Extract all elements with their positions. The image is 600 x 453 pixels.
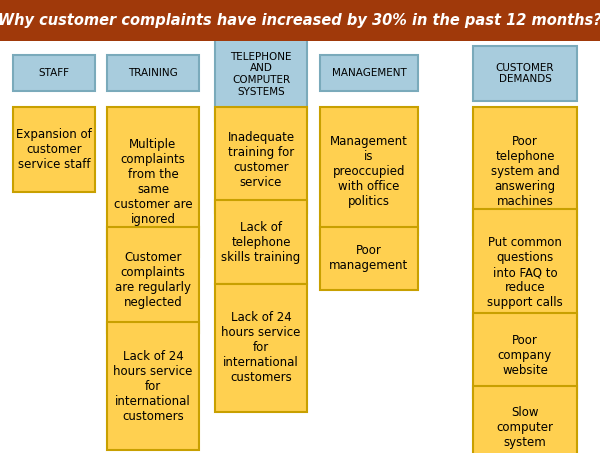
Text: Why customer complaints have increased by 30% in the past 12 months?: Why customer complaints have increased b… — [0, 13, 600, 28]
Text: TRAINING: TRAINING — [128, 68, 178, 78]
Text: STAFF: STAFF — [38, 68, 70, 78]
FancyBboxPatch shape — [107, 322, 199, 450]
Text: TELEPHONE
AND
COMPUTER
SYSTEMS: TELEPHONE AND COMPUTER SYSTEMS — [230, 52, 292, 96]
Text: Poor
company
website: Poor company website — [498, 334, 552, 377]
FancyBboxPatch shape — [320, 227, 418, 290]
Text: Poor
telephone
system and
answering
machines: Poor telephone system and answering mach… — [491, 135, 559, 207]
FancyBboxPatch shape — [107, 55, 199, 91]
Text: Customer
complaints
are regularly
neglected: Customer complaints are regularly neglec… — [115, 251, 191, 309]
FancyBboxPatch shape — [473, 313, 577, 398]
Text: Put common
questions
into FAQ to
reduce
support calls: Put common questions into FAQ to reduce … — [487, 236, 563, 309]
FancyBboxPatch shape — [0, 0, 600, 41]
FancyBboxPatch shape — [215, 284, 307, 412]
Text: Inadequate
training for
customer
service: Inadequate training for customer service — [227, 131, 295, 189]
Text: Poor
management: Poor management — [329, 245, 409, 272]
FancyBboxPatch shape — [473, 46, 577, 101]
FancyBboxPatch shape — [13, 55, 95, 91]
Text: Management
is
preoccupied
with office
politics: Management is preoccupied with office po… — [330, 135, 408, 207]
FancyBboxPatch shape — [473, 107, 577, 235]
FancyBboxPatch shape — [215, 28, 307, 121]
FancyBboxPatch shape — [320, 107, 418, 235]
Text: Expansion of
customer
service staff: Expansion of customer service staff — [16, 128, 92, 171]
Text: Lack of 24
hours service
for
international
customers: Lack of 24 hours service for internation… — [113, 350, 193, 423]
Text: Slow
computer
system: Slow computer system — [497, 406, 554, 449]
FancyBboxPatch shape — [107, 227, 199, 333]
FancyBboxPatch shape — [473, 209, 577, 337]
Text: Multiple
complaints
from the
same
customer are
ignored: Multiple complaints from the same custom… — [113, 138, 193, 226]
Text: CUSTOMER
DEMANDS: CUSTOMER DEMANDS — [496, 63, 554, 84]
FancyBboxPatch shape — [13, 107, 95, 192]
Text: MANAGEMENT: MANAGEMENT — [332, 68, 406, 78]
FancyBboxPatch shape — [320, 55, 418, 91]
Text: Lack of
telephone
skills training: Lack of telephone skills training — [221, 221, 301, 264]
Text: Lack of 24
hours service
for
international
customers: Lack of 24 hours service for internation… — [221, 311, 301, 384]
FancyBboxPatch shape — [215, 107, 307, 213]
FancyBboxPatch shape — [215, 200, 307, 284]
FancyBboxPatch shape — [473, 386, 577, 453]
FancyBboxPatch shape — [107, 107, 199, 257]
